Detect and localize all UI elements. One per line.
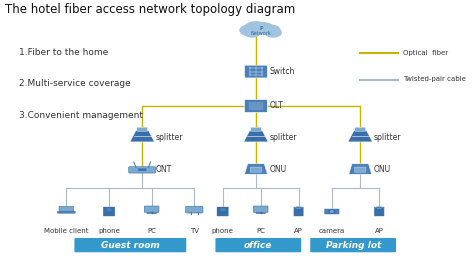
Text: Mobile client: Mobile client <box>44 228 89 234</box>
Text: 1.Fiber to the home: 1.Fiber to the home <box>19 48 108 57</box>
Text: OLT: OLT <box>269 101 283 111</box>
FancyBboxPatch shape <box>147 213 156 214</box>
FancyBboxPatch shape <box>256 213 265 214</box>
Text: phone: phone <box>98 228 120 234</box>
Text: Twisted-pair cable: Twisted-pair cable <box>403 77 466 82</box>
Circle shape <box>244 28 260 37</box>
Circle shape <box>220 208 225 211</box>
Polygon shape <box>348 130 373 142</box>
FancyBboxPatch shape <box>374 207 384 216</box>
Text: 3.Convenient management: 3.Convenient management <box>19 111 143 120</box>
FancyBboxPatch shape <box>247 29 275 34</box>
Text: AP: AP <box>375 228 383 234</box>
Circle shape <box>138 169 141 170</box>
Circle shape <box>329 210 335 213</box>
FancyBboxPatch shape <box>215 238 301 252</box>
FancyBboxPatch shape <box>250 167 262 172</box>
FancyBboxPatch shape <box>245 100 267 112</box>
FancyBboxPatch shape <box>293 207 304 216</box>
Circle shape <box>261 25 280 36</box>
Text: ONU: ONU <box>374 165 391 174</box>
Text: ONU: ONU <box>269 165 286 174</box>
Text: TV: TV <box>190 228 199 234</box>
Text: phone: phone <box>212 228 234 234</box>
Polygon shape <box>245 164 267 174</box>
Text: Parking lot: Parking lot <box>326 241 381 250</box>
Circle shape <box>265 28 281 37</box>
Polygon shape <box>349 164 372 174</box>
FancyBboxPatch shape <box>59 206 73 212</box>
FancyBboxPatch shape <box>137 127 147 131</box>
Text: splitter: splitter <box>374 133 401 142</box>
Text: The hotel fiber access network topology diagram: The hotel fiber access network topology … <box>5 3 295 16</box>
FancyBboxPatch shape <box>57 211 75 213</box>
Text: AP: AP <box>294 228 303 234</box>
Text: ONT: ONT <box>155 165 172 174</box>
Text: PC: PC <box>147 228 156 234</box>
Text: 2.Multi-service coverage: 2.Multi-service coverage <box>19 80 131 89</box>
FancyBboxPatch shape <box>254 206 268 212</box>
Text: Guest room: Guest room <box>101 241 160 250</box>
Circle shape <box>245 22 267 34</box>
Text: splitter: splitter <box>269 133 297 142</box>
Text: Optical  fiber: Optical fiber <box>403 50 448 56</box>
FancyBboxPatch shape <box>145 206 159 212</box>
FancyBboxPatch shape <box>103 207 115 216</box>
FancyBboxPatch shape <box>217 207 229 216</box>
Circle shape <box>255 23 273 33</box>
Circle shape <box>107 208 111 211</box>
FancyBboxPatch shape <box>324 209 339 214</box>
Text: office: office <box>244 241 273 250</box>
FancyBboxPatch shape <box>251 127 261 131</box>
Text: IP
Network: IP Network <box>251 26 272 36</box>
FancyBboxPatch shape <box>186 206 203 213</box>
Text: splitter: splitter <box>155 133 183 142</box>
Polygon shape <box>244 130 268 142</box>
Polygon shape <box>130 130 155 142</box>
Text: PC: PC <box>256 228 265 234</box>
Circle shape <box>144 169 146 170</box>
Circle shape <box>330 211 333 212</box>
FancyBboxPatch shape <box>245 65 267 78</box>
FancyBboxPatch shape <box>310 238 396 252</box>
Text: Switch: Switch <box>269 67 295 76</box>
Text: camera: camera <box>319 228 345 234</box>
Circle shape <box>141 169 143 170</box>
Circle shape <box>240 25 259 36</box>
FancyBboxPatch shape <box>129 167 155 173</box>
FancyBboxPatch shape <box>355 127 365 131</box>
FancyBboxPatch shape <box>74 238 186 252</box>
FancyBboxPatch shape <box>355 167 366 172</box>
